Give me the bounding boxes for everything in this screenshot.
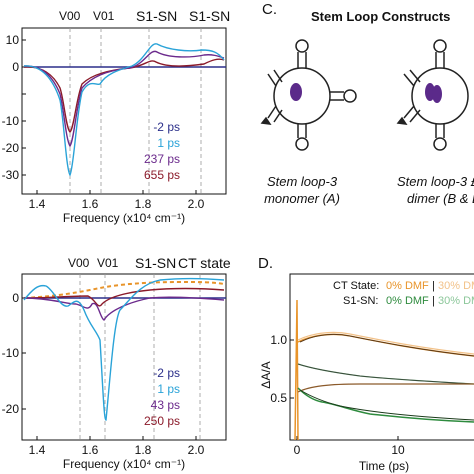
annotation-b-ctstate: CT state xyxy=(178,255,231,271)
a-legend-neg2ps: -2 ps xyxy=(153,120,180,134)
panel-b-xticks xyxy=(36,436,197,440)
d-letter: D. xyxy=(258,255,273,272)
c-caption2-line1: Stem loop-3 £ xyxy=(397,174,474,189)
panel-b-curves xyxy=(23,277,226,421)
annotation-b-s1sn: S1-SN xyxy=(135,255,176,271)
d-xlabel: Time (ps) xyxy=(359,459,409,473)
a-xtick-2: 1.6 xyxy=(82,197,99,211)
panel-a-curves xyxy=(23,43,226,177)
annotation-v00: V00 xyxy=(59,9,81,23)
panel-d-frame xyxy=(289,273,474,441)
a-ytick-0: 0 xyxy=(12,60,19,74)
panel-b-guides xyxy=(79,274,201,440)
a-ytick-m20: -20 xyxy=(2,141,20,155)
a-curve-237ps xyxy=(23,50,225,148)
b-xlabel: Frequency (x10⁴ cm⁻¹) xyxy=(63,457,185,471)
d-legend-s1sn-30dmf: 30% DM xyxy=(438,295,474,307)
a-xlabel: Frequency (x10⁴ cm⁻¹) xyxy=(63,211,185,225)
a-legend-1ps: 1 ps xyxy=(157,136,180,150)
d-ct30-trace xyxy=(297,331,474,355)
a-ytick-10: 10 xyxy=(6,33,20,47)
d-s-fit30 xyxy=(297,363,474,385)
annotation-b-v00: V00 xyxy=(68,256,90,270)
panel-a: V00 V01 S1-SN S1-SN 10 0 -10 -20 -30 xyxy=(2,8,231,225)
d-legend-s1sn-prefix: S1-SN: xyxy=(343,295,378,307)
b-ytick-m10: -10 xyxy=(2,346,20,360)
dye-dimer-2 xyxy=(432,85,442,103)
a-legend-655ps: 655 ps xyxy=(144,168,180,182)
panel-d-traces xyxy=(294,299,474,441)
b-curve-1ps xyxy=(23,277,225,421)
a-ytick-m10: -10 xyxy=(2,114,20,128)
panel-b-yticks xyxy=(22,297,26,410)
c-title: Stem Loop Constructs xyxy=(311,9,450,24)
c-letter: C. xyxy=(262,1,277,18)
b-legend-1ps: 1 ps xyxy=(157,382,180,396)
d-s0-fit xyxy=(299,389,474,421)
a-curve-1ps xyxy=(23,43,225,177)
b-curve-orange-dashed xyxy=(23,280,225,299)
dye-monomer xyxy=(290,83,302,101)
b-xtick-3: 1.8 xyxy=(135,443,152,457)
a-ytick-m30: -30 xyxy=(2,168,20,182)
annotation-s1sn-2: S1-SN xyxy=(189,8,230,24)
panel-b: V00 V01 S1-SN CT state 0 -10 -20 1.4 1.6… xyxy=(2,255,231,471)
b-legend-43ps: 43 ps xyxy=(151,398,180,412)
panel-a-yticks xyxy=(22,39,26,176)
c-caption1-line2: monomer (A) xyxy=(264,191,340,206)
b-curve-43ps xyxy=(23,296,225,321)
annotation-b-v01: V01 xyxy=(97,256,119,270)
d-legend-sep1: | xyxy=(432,280,435,292)
d-legend-s1sn-0dmf: 0% DMF xyxy=(386,295,429,307)
b-xtick-4: 2.0 xyxy=(188,443,205,457)
d-legend-ct-30dmf: 30% DM xyxy=(438,280,474,292)
d-ylabel: ΔA/A xyxy=(259,361,273,388)
d-ct-fit xyxy=(299,333,474,357)
a-xtick-4: 2.0 xyxy=(188,197,205,211)
a-xtick-3: 1.8 xyxy=(135,197,152,211)
a-curve-655ps xyxy=(23,58,225,133)
b-curve-250ps xyxy=(23,287,225,307)
panel-a-frame xyxy=(21,27,227,195)
d-xtick-0: 0 xyxy=(294,443,301,457)
b-xtick-2: 1.6 xyxy=(82,443,99,457)
panel-a-xticks xyxy=(36,190,197,194)
panel-d-xticks xyxy=(296,436,399,440)
d-legend-ct-prefix: CT State: xyxy=(333,280,379,292)
b-legend-250ps: 250 ps xyxy=(144,414,180,428)
d-ytick-1: 1.0 xyxy=(270,333,287,347)
d-s30-trace xyxy=(297,363,474,385)
panel-b-frame xyxy=(21,273,227,441)
a-xtick-1: 1.4 xyxy=(29,197,46,211)
d-legend-ct-0dmf: 0% DMF xyxy=(386,280,429,292)
d-spike xyxy=(294,299,299,441)
c-caption1-line1: Stem loop-3 xyxy=(267,174,338,189)
panel-d-yticks xyxy=(290,339,294,399)
panel-a-guides xyxy=(69,28,202,194)
stem-loop-monomer xyxy=(260,39,357,151)
c-caption2-line2: dimer (B & D xyxy=(407,191,474,206)
annotation-v01: V01 xyxy=(93,9,115,23)
b-xtick-1: 1.4 xyxy=(29,443,46,457)
annotation-s1sn-1: S1-SN xyxy=(136,8,177,24)
a-legend-237ps: 237 ps xyxy=(144,152,180,166)
d-xtick-10: 10 xyxy=(391,443,405,457)
d-s0-trace xyxy=(297,387,474,423)
b-ytick-0: 0 xyxy=(12,291,19,305)
b-legend-neg2ps: -2 ps xyxy=(153,366,180,380)
d-ytick-05: 0.5 xyxy=(270,391,287,405)
panel-c: C. Stem Loop Constructs xyxy=(260,1,474,206)
panel-d: D. ΔA/A 1.0 0.5 0 10 Time (ps) CT State:… xyxy=(258,255,474,473)
b-ytick-m20: -20 xyxy=(2,402,20,416)
d-brown-trace xyxy=(297,383,474,393)
d-legend-sep2: | xyxy=(432,295,435,307)
